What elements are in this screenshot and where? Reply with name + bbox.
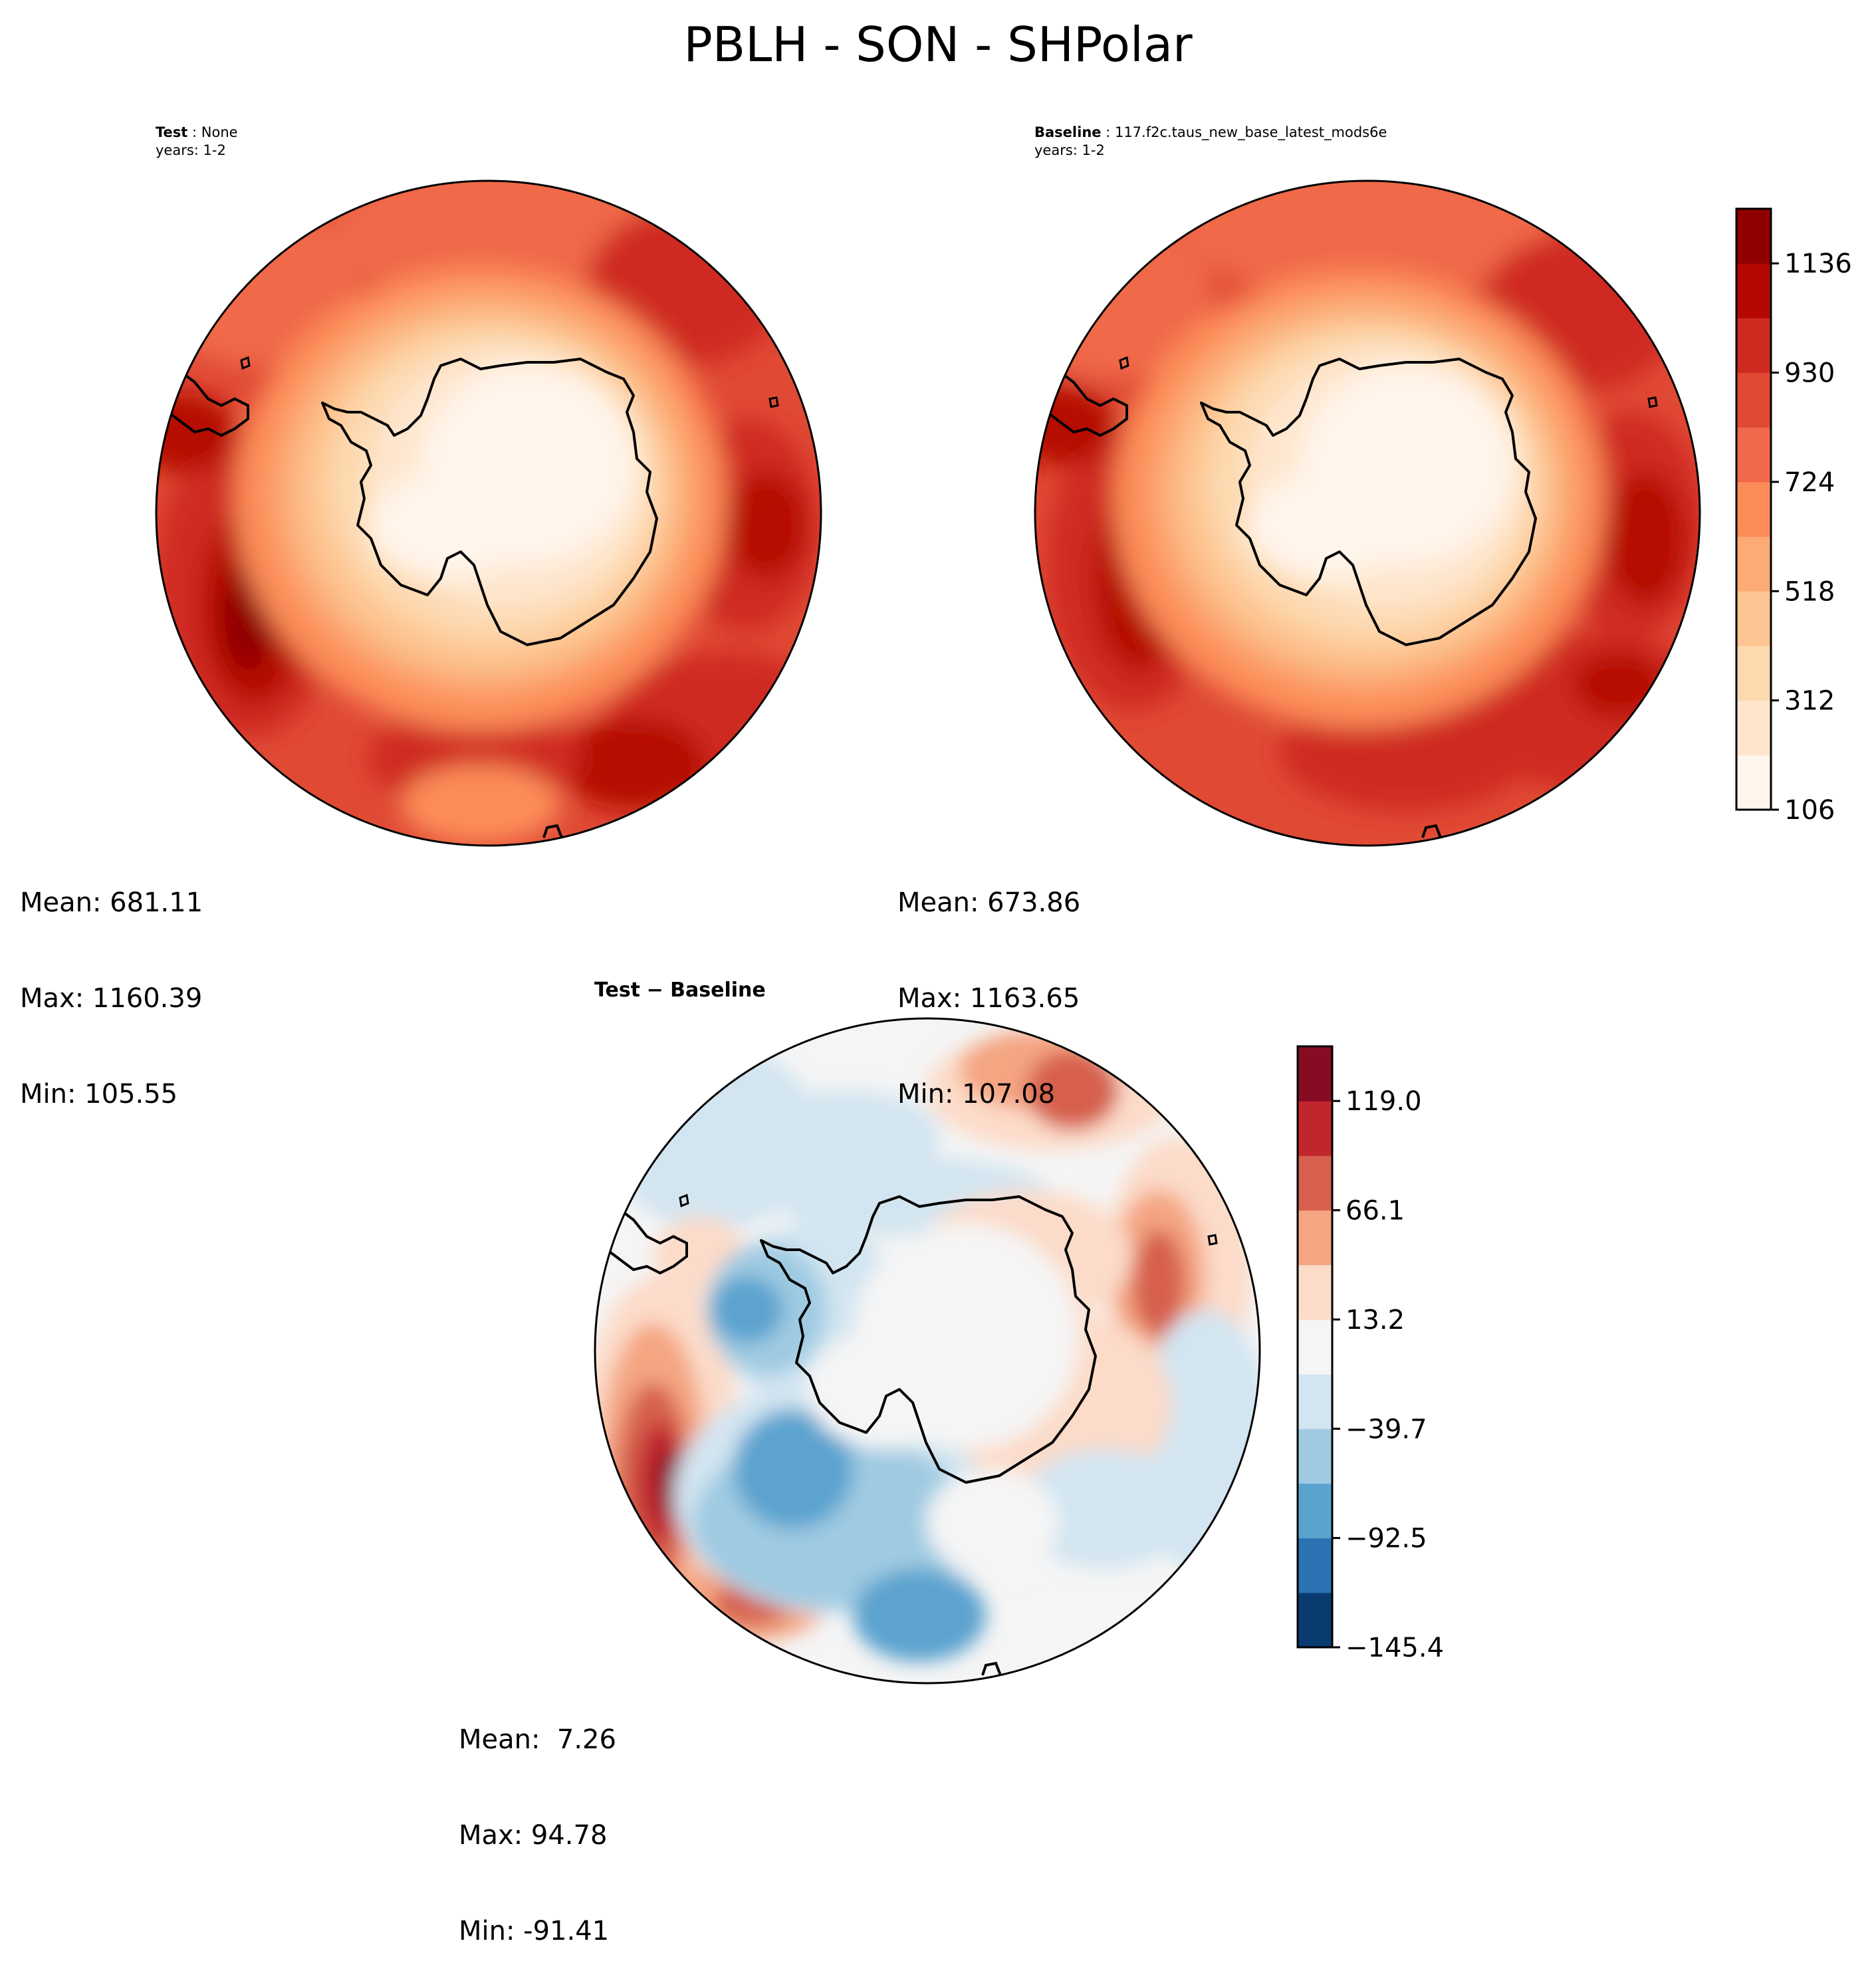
baseline-case-name: 117.f2c.taus_new_base_latest_mods6e: [1114, 124, 1387, 140]
diff-label-test: Test: [594, 979, 641, 1002]
baseline-south-america-coastline: [1046, 370, 1128, 437]
diff-colorbar-segment: [1298, 1155, 1332, 1211]
baseline-stats: Mean: 673.86 Max: 1163.65 Min: 107.08: [897, 823, 1080, 1142]
main-colorbar-segment: [1736, 372, 1771, 428]
diff-panel-title: Test − Baseline: [594, 979, 766, 1002]
diff-colorbar-segment: [1298, 1319, 1332, 1375]
baseline-panel-header: Baseline : 117.f2c.taus_new_base_latest_…: [1034, 124, 1387, 158]
diff-colorbar-tick-label: −145.4: [1346, 1633, 1444, 1663]
test-antarctica-coastline: [321, 358, 658, 646]
diff-colorbar-segment: [1298, 1210, 1332, 1266]
baseline-map-boundary: [1034, 179, 1701, 847]
diff-colorbar-frame: [1296, 1045, 1334, 1649]
main-colorbar-segment: [1736, 591, 1771, 646]
test-max: Max: 1160.39: [20, 983, 203, 1014]
test-label: Test: [156, 124, 188, 140]
diff-label-baseline: Baseline: [670, 979, 766, 1002]
main-colorbar-segment: [1736, 536, 1771, 592]
main-colorbar-tick-label: 312: [1784, 686, 1835, 717]
diff-max: Max: 94.78: [459, 1820, 608, 1851]
diff-antarctica-coastline: [760, 1195, 1097, 1484]
test-mean: Mean: 681.11: [20, 887, 203, 918]
main-colorbar-tick-label: 1136: [1784, 249, 1852, 279]
diff-colorbar-tick-label: 119.0: [1346, 1086, 1422, 1117]
diff-colorbar-segment: [1298, 1046, 1332, 1102]
diff-colorbar-segment: [1298, 1374, 1332, 1429]
diff-stats: Mean: 7.26 Max: 94.78 Min: -91.41: [459, 1660, 616, 1979]
diff-colorbar-tick-label: −39.7: [1346, 1414, 1427, 1445]
test-min: Min: 105.55: [20, 1079, 178, 1109]
diff-min: Min: -91.41: [459, 1916, 610, 1946]
main-colorbar-segment: [1736, 481, 1771, 537]
diff-south-america-coastline: [606, 1208, 688, 1275]
diff-colorbar-segment: [1298, 1429, 1332, 1484]
main-colorbar-segment: [1736, 427, 1771, 483]
diff-colorbar-tick-label: −92.5: [1346, 1524, 1427, 1554]
main-colorbar-segment: [1736, 263, 1771, 318]
test-case-name: None: [201, 124, 238, 140]
diff-colorbar-tick-label: 66.1: [1346, 1196, 1405, 1226]
diff-polar-map: [594, 1017, 1261, 1685]
diff-colorbar-segment: [1298, 1101, 1332, 1156]
baseline-max: Max: 1163.65: [897, 983, 1080, 1014]
test-south-america-coastline: [167, 370, 249, 437]
test-years: years: 1-2: [156, 142, 226, 158]
diff-colorbar-segment: [1298, 1592, 1332, 1648]
test-polar-map: [155, 179, 822, 847]
diff-map-boundary: [594, 1017, 1261, 1685]
diff-colorbar: −145.4 −92.5 −39.7 13.2 66.1 119.0: [1296, 1045, 1444, 1663]
diff-label-op: −: [646, 979, 663, 1002]
main-colorbar: 106 312 518 724 930 1136: [1735, 207, 1852, 826]
main-colorbar-segment: [1736, 209, 1771, 264]
diff-mean: Mean: 7.26: [459, 1724, 616, 1755]
main-colorbar-segment: [1736, 700, 1771, 756]
baseline-antarctica-coastline: [1200, 358, 1537, 646]
diff-colorbar-tick-label: 13.2: [1346, 1305, 1405, 1336]
baseline-mean: Mean: 673.86: [897, 887, 1081, 918]
baseline-label: Baseline: [1034, 124, 1102, 140]
baseline-min: Min: 107.08: [897, 1079, 1056, 1109]
main-colorbar-tick-label: 518: [1784, 576, 1835, 607]
main-colorbar-segment: [1736, 318, 1771, 374]
main-colorbar-tick-label: 930: [1784, 358, 1835, 389]
diff-colorbar-segment: [1298, 1264, 1332, 1320]
baseline-years: years: 1-2: [1034, 142, 1105, 158]
main-colorbar-frame: [1735, 207, 1772, 811]
figure-title: PBLH - SON - SHPolar: [683, 17, 1193, 72]
test-map-boundary: [155, 179, 822, 847]
main-colorbar-segment: [1736, 645, 1771, 701]
diff-colorbar-segment: [1298, 1483, 1332, 1539]
test-panel-header: Test : None years: 1-2: [156, 124, 238, 158]
main-colorbar-segment: [1736, 755, 1771, 810]
test-stats: Mean: 681.11 Max: 1160.39 Min: 105.55: [20, 823, 203, 1142]
diff-colorbar-segment: [1298, 1538, 1332, 1593]
main-colorbar-tick-label: 724: [1784, 467, 1835, 498]
main-colorbar-tick-label: 106: [1784, 795, 1835, 826]
baseline-polar-map: [1034, 179, 1701, 847]
